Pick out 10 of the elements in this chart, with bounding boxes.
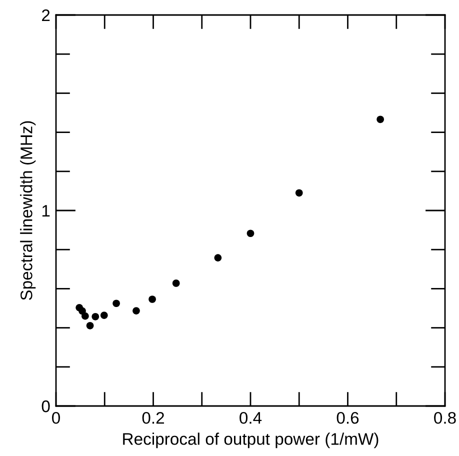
y-tick-label: 1: [42, 205, 50, 217]
y-tick-label: 0: [42, 400, 50, 412]
x-tick-label: 0.6: [336, 412, 359, 424]
y-axis-title: Spectral linewidth (MHz): [20, 121, 36, 300]
x-tick-label: 0.8: [434, 412, 456, 424]
x-axis-title: Reciprocal of output power (1/mW): [123, 432, 378, 448]
x-tick-label: 0.2: [142, 412, 164, 424]
y-tick-label: 2: [42, 9, 50, 22]
x-tick-label: 0.4: [240, 412, 262, 424]
x-tick-label: 0: [52, 412, 60, 424]
